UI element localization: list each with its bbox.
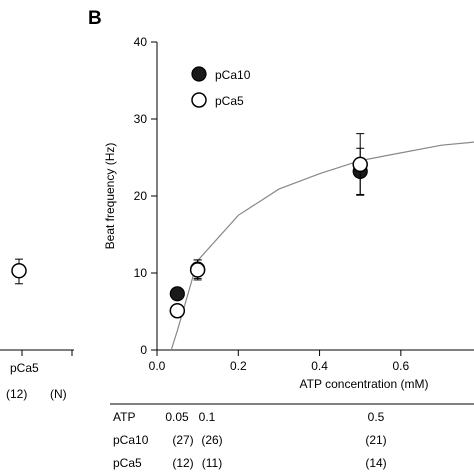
n-table-pCa10-count: (21) (365, 433, 386, 447)
y-axis-label: Beat frequency (Hz) (103, 143, 117, 250)
left-panel-n-header: (N) (50, 387, 67, 401)
n-table-header-pCa10: pCa10 (113, 433, 149, 447)
n-table: ATP pCa10 pCa5 0.05 0.1 0.5 (27) (26) (2… (110, 403, 474, 470)
left-panel-point (11, 258, 27, 285)
n-table-pCa10-count: (26) (201, 433, 222, 447)
y-ticks: 0 10 20 30 40 (134, 35, 157, 357)
data-points (169, 133, 368, 319)
x-tick-label: 0.0 (149, 359, 166, 373)
data-point-pCa10 (169, 286, 185, 302)
y-tick-label: 40 (134, 35, 148, 49)
panel-label: B (88, 8, 102, 29)
y-tick-label: 0 (140, 343, 147, 357)
n-table-pCa10-count: (27) (172, 433, 193, 447)
y-tick-label: 10 (134, 266, 148, 280)
legend-marker-pCa10 (191, 66, 207, 82)
data-point-pCa5 (169, 302, 186, 319)
y-tick-label: 20 (134, 189, 148, 203)
x-ticks: 0.0 0.2 0.4 0.6 (149, 350, 410, 373)
n-table-header-pCa5: pCa5 (113, 456, 142, 470)
legend-marker-pCa5 (191, 92, 207, 108)
x-tick-label: 0.2 (230, 359, 247, 373)
left-panel: pCa5 (12) (N) (0, 258, 74, 401)
n-table-atp-value: 0.05 (165, 410, 189, 424)
n-table-pCa5-count: (12) (172, 456, 193, 470)
legend-label-pCa5: pCa5 (215, 94, 244, 108)
n-table-pCa5-count: (14) (365, 456, 386, 470)
x-tick-label: 0.6 (393, 359, 410, 373)
n-table-pCa5-count: (11) (202, 456, 222, 470)
legend: pCa10 pCa5 (191, 66, 251, 108)
data-point-pCa5 (189, 262, 206, 278)
left-panel-category-label: pCa5 (10, 361, 39, 375)
x-tick-label: 0.4 (311, 359, 328, 373)
n-table-header-atp: ATP (113, 410, 135, 424)
plot-area: 0 10 20 30 40 0.0 0.2 0.4 0.6 (134, 35, 474, 373)
n-table-atp-value: 0.5 (368, 410, 385, 424)
n-table-atp-value: 0.1 (199, 410, 216, 424)
fit-curve (170, 141, 474, 351)
x-axis-label: ATP concentration (mM) (300, 377, 429, 391)
y-tick-label: 30 (134, 112, 148, 126)
legend-label-pCa10: pCa10 (215, 68, 251, 82)
data-point-pCa5 (352, 156, 368, 173)
left-data-point (11, 262, 27, 279)
left-panel-n-label: (12) (6, 387, 27, 401)
